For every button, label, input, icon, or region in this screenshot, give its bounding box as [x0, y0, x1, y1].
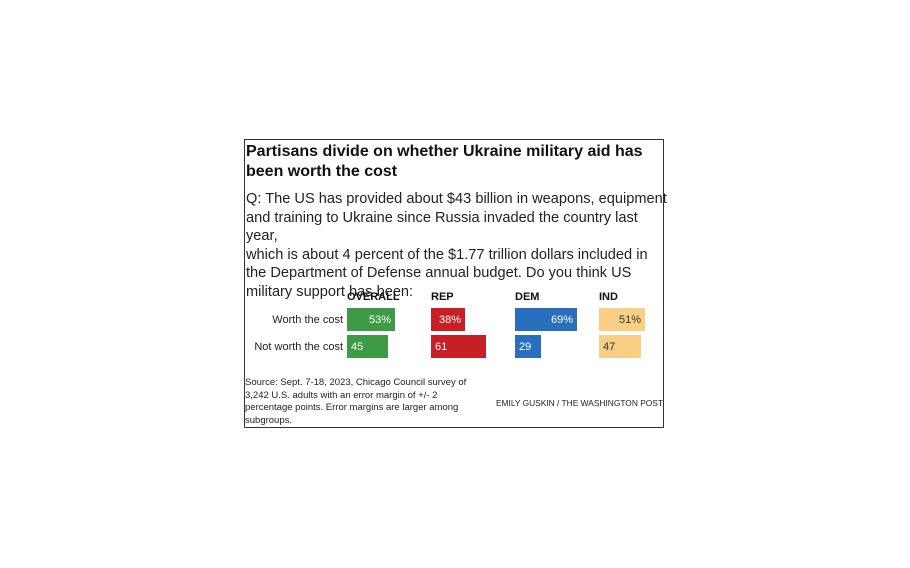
column-header-rep: REP	[431, 291, 454, 303]
bar-label-overall-not-worth-the-cost: 45	[351, 341, 364, 353]
bar-label-overall-worth-the-cost: 53%	[368, 314, 391, 326]
row-label-not-worth-the-cost: Not worth the cost	[254, 341, 343, 353]
bar-dem-not-worth-the-cost	[515, 335, 541, 358]
column-header-dem: DEM	[515, 291, 540, 303]
chart-title: Partisans divide on whether Ukraine mili…	[246, 143, 643, 180]
bar-label-ind-worth-the-cost: 51%	[618, 314, 641, 326]
column-header-ind: IND	[599, 291, 618, 303]
bar-label-ind-not-worth-the-cost: 47	[603, 341, 616, 353]
chart-card: Partisans divide on whether Ukraine mili…	[244, 139, 667, 428]
bar-ind-worth-the-cost	[599, 308, 645, 331]
bar-dem-worth-the-cost	[515, 308, 577, 331]
bar-rep-worth-the-cost	[431, 308, 465, 331]
column-header-overall: OVERALL	[347, 291, 400, 303]
bar-ind-not-worth-the-cost	[599, 335, 641, 358]
bar-chart: OVERALL REP DEM IND Worth the cost 53% 38% 69% 5…	[245, 288, 665, 368]
bar-label-dem-not-worth-the-cost: 29	[519, 341, 532, 353]
bar-label-rep-worth-the-cost: 38%	[438, 314, 461, 326]
bar-label-rep-not-worth-the-cost: 61	[435, 341, 448, 353]
credit-line: EMILY GUSKIN / THE WASHINGTON POST	[495, 398, 663, 408]
bar-label-dem-worth-the-cost: 69%	[550, 314, 573, 326]
survey-question: Q: The US has provided about $43 billion…	[246, 191, 667, 300]
source-note: Source: Sept. 7-18, 2023, Chicago Counci…	[245, 377, 467, 426]
bar-overall-worth-the-cost	[347, 308, 395, 331]
bar-rep-not-worth-the-cost	[431, 335, 486, 358]
bar-overall-not-worth-the-cost	[347, 335, 388, 358]
row-label-worth-the-cost: Worth the cost	[272, 314, 343, 326]
